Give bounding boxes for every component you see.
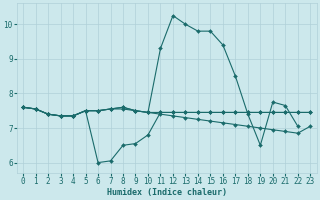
X-axis label: Humidex (Indice chaleur): Humidex (Indice chaleur): [107, 188, 227, 197]
